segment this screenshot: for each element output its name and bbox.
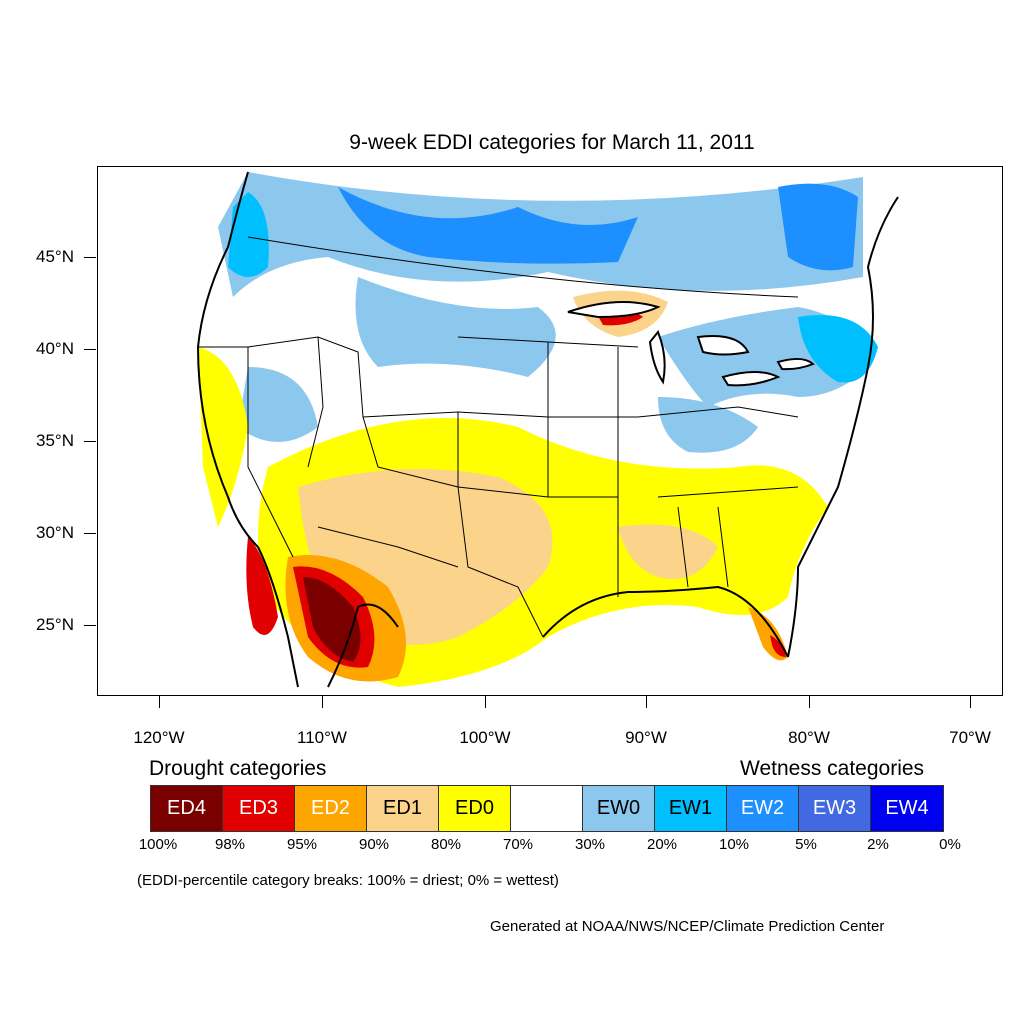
legend-box-ed4: ED4	[151, 786, 223, 831]
legend-break-label: 90%	[358, 836, 390, 853]
dry-region-baja	[246, 537, 278, 635]
wet-region-north-inner	[338, 187, 638, 264]
legend-break-label: 30%	[574, 836, 606, 853]
coastlines	[196, 171, 899, 688]
legend-break-label: 2%	[867, 836, 889, 853]
legend-break-label: 80%	[430, 836, 462, 853]
legend-box-ed2: ED2	[295, 786, 367, 831]
legend-box-ed1: ED1	[367, 786, 439, 831]
legend-box-ew4: EW4	[871, 786, 943, 831]
wet-region-northwest	[228, 192, 269, 277]
lon-tick	[485, 696, 486, 708]
lat-tick	[84, 533, 96, 534]
lon-tick	[322, 696, 323, 708]
legend-break-label: 100%	[138, 836, 178, 853]
wetness-categories-label: Wetness categories	[740, 757, 925, 780]
legend-box-ew1: EW1	[655, 786, 727, 831]
wet-region-ohio-valley	[658, 397, 758, 453]
lon-tick	[646, 696, 647, 708]
lat-label-40: 40°N	[36, 339, 74, 358]
dry-region-mexico-ed4	[303, 577, 361, 662]
political-boundaries	[198, 236, 799, 638]
legend-box-ew0: EW0	[583, 786, 655, 831]
legend-break-label: 70%	[502, 836, 534, 853]
legend-colorbar: ED4 ED3 ED2 ED1 ED0 EW0 EW1 EW2 EW3 EW4	[150, 785, 944, 832]
lat-label-25: 25°N	[36, 615, 74, 634]
lat-tick	[84, 349, 96, 350]
wet-region-rockies	[238, 367, 318, 442]
lat-tick	[84, 441, 96, 442]
map-canvas	[196, 167, 899, 695]
legend-box-ew2: EW2	[727, 786, 799, 831]
wet-region-northeast	[778, 183, 858, 271]
lon-label-90: 90°W	[625, 728, 667, 747]
dry-region-southeast-ed1	[618, 524, 718, 579]
lon-tick	[809, 696, 810, 708]
lon-tick	[159, 696, 160, 708]
legend-box-ed0: ED0	[439, 786, 511, 831]
lon-label-110: 110°W	[297, 728, 347, 747]
lat-tick	[84, 625, 96, 626]
credit-line: Generated at NOAA/NWS/NCEP/Climate Predi…	[490, 918, 885, 935]
dry-region-west-coast	[198, 347, 248, 527]
lat-tick	[84, 257, 96, 258]
great-lakes	[567, 301, 815, 387]
legend-box-neutral	[511, 786, 583, 831]
lon-label-100: 100°W	[459, 728, 511, 747]
map-title: 9-week EDDI categories for March 11, 201…	[349, 131, 755, 154]
lon-label-120: 120°W	[133, 728, 185, 747]
legend-break-label: 20%	[646, 836, 678, 853]
legend-break-label: 98%	[214, 836, 246, 853]
dry-region-florida-core	[770, 635, 786, 657]
lat-label-35: 35°N	[36, 431, 74, 450]
lat-label-45: 45°N	[36, 247, 74, 266]
legend-break-label: 95%	[286, 836, 318, 853]
lat-label-30: 30°N	[36, 523, 74, 542]
legend-box-ed3: ED3	[223, 786, 295, 831]
legend-break-label: 5%	[795, 836, 817, 853]
legend-break-label: 0%	[939, 836, 961, 853]
wet-region-northeast-coast	[798, 315, 878, 383]
legend-box-ew3: EW3	[799, 786, 871, 831]
map-panel	[97, 166, 1003, 696]
lon-label-70: 70°W	[949, 728, 991, 747]
lon-tick	[970, 696, 971, 708]
wet-region-plains	[355, 277, 556, 377]
lon-label-80: 80°W	[788, 728, 830, 747]
drought-categories-label: Drought categories	[149, 757, 327, 780]
category-note: (EDDI-percentile category breaks: 100% =…	[137, 872, 559, 889]
legend-break-label: 10%	[718, 836, 750, 853]
